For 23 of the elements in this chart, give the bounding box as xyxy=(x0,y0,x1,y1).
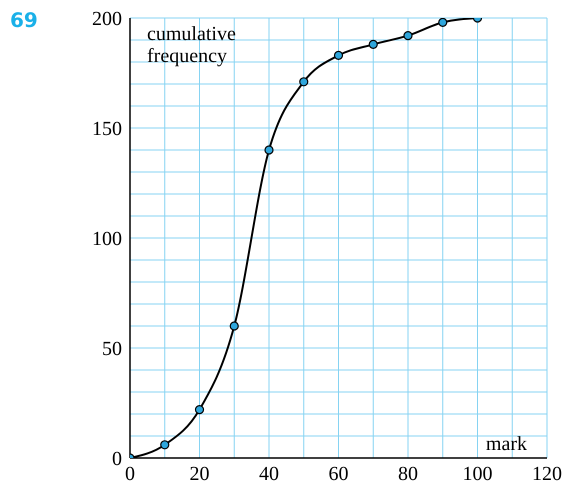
text: 69 xyxy=(10,8,38,32)
y-axis-title: cumulative frequency xyxy=(147,23,236,67)
point xyxy=(334,50,344,60)
point xyxy=(403,31,413,40)
y-tick-label: 0 xyxy=(112,448,122,470)
point xyxy=(160,440,170,450)
point xyxy=(264,145,274,155)
y-tick-label: 50 xyxy=(102,338,122,360)
x-tick-label: 120 xyxy=(532,463,562,486)
point xyxy=(438,18,448,27)
y-tick-label: 200 xyxy=(92,8,122,30)
x-tick-label: 100 xyxy=(462,463,492,486)
x-tick-label: 80 xyxy=(398,463,418,486)
y-tick-label: 100 xyxy=(92,228,122,250)
x-tick-label: 60 xyxy=(328,463,348,486)
point xyxy=(368,40,378,49)
point xyxy=(230,321,239,331)
x-tick-label: 20 xyxy=(190,463,210,486)
point xyxy=(194,405,204,414)
point xyxy=(299,77,308,86)
x-tick-label: 40 xyxy=(259,463,279,486)
y-tick-label: 150 xyxy=(92,118,122,140)
x-axis-title: mark xyxy=(486,433,527,455)
